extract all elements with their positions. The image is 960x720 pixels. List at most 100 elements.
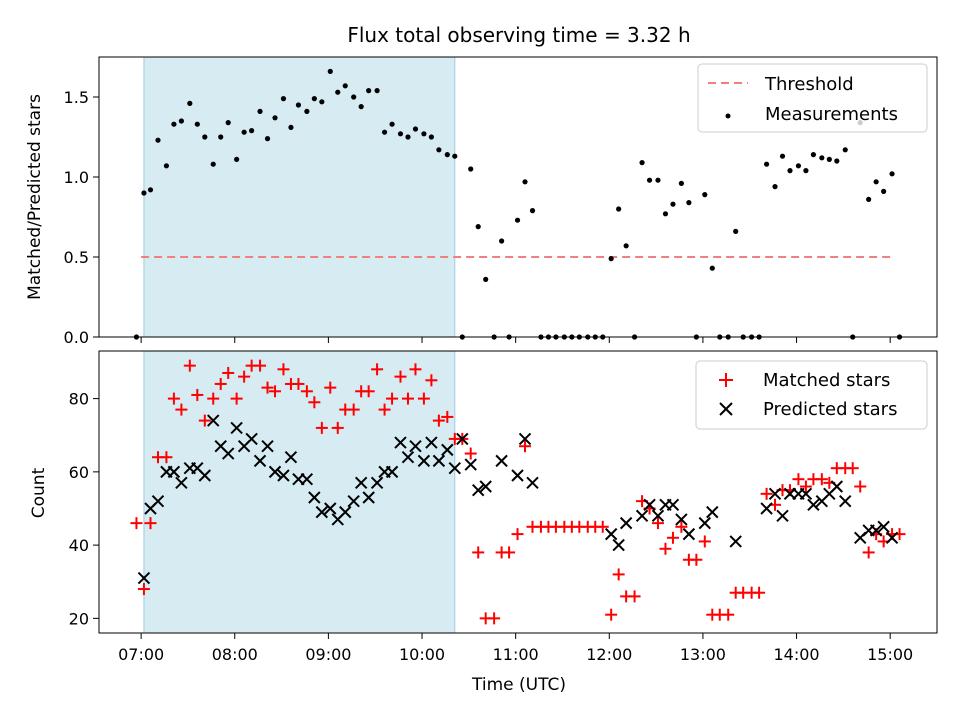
- predicted-star-point: [315, 505, 329, 519]
- matched-star-point: [230, 392, 243, 405]
- matched-star-point: [254, 359, 267, 372]
- x-tick-label: 10:00: [399, 645, 445, 664]
- measurement-point: [141, 190, 147, 196]
- predicted-star-point: [518, 432, 532, 446]
- top-y-tick-label: 0.0: [64, 328, 89, 347]
- matched-star-point: [472, 546, 485, 559]
- predicted-star-point: [175, 476, 188, 490]
- measurement-point: [327, 68, 333, 74]
- measurement-point: [826, 156, 832, 162]
- x-tick-label: 13:00: [680, 645, 726, 664]
- measurement-point: [842, 147, 848, 153]
- measurement-point: [678, 180, 684, 186]
- measurements-series: [133, 68, 903, 340]
- matched-star-point: [371, 363, 384, 376]
- predicted-star-point: [643, 498, 656, 512]
- matched-star-point: [300, 385, 313, 398]
- measurement-point: [452, 153, 458, 159]
- predicted-star-point: [198, 469, 212, 482]
- predicted-star-point: [394, 436, 407, 449]
- measurement-point: [475, 224, 481, 230]
- measurement-point: [304, 108, 310, 114]
- matched-star-point: [612, 568, 625, 581]
- measurement-point: [342, 83, 348, 89]
- predicted-star-point: [760, 502, 773, 515]
- predicted-star-point: [253, 454, 267, 468]
- measurement-point: [381, 129, 388, 135]
- measurement-point: [655, 177, 661, 183]
- predicted-star-point: [464, 458, 477, 471]
- matched-star-point: [386, 392, 399, 405]
- legend-predicted-label: Predicted stars: [763, 399, 897, 420]
- predicted-star-point: [448, 461, 462, 475]
- top-legend: Threshold Measurements: [697, 63, 928, 133]
- measurement-point: [787, 168, 793, 174]
- predicted-star-point: [370, 476, 384, 490]
- matched-star-point: [175, 403, 188, 416]
- measurement-point: [421, 131, 427, 137]
- matched-star-point: [269, 385, 282, 398]
- x-tick-label: 08:00: [212, 645, 258, 664]
- measurement-point: [210, 161, 216, 167]
- legend-measurements-label: Measurements: [765, 104, 898, 125]
- measurement-point: [889, 171, 895, 177]
- x-tick-label: 09:00: [305, 645, 351, 664]
- predicted-star-point: [222, 447, 235, 460]
- predicted-star-point: [830, 480, 844, 493]
- predicted-star-point: [339, 505, 352, 519]
- predicted-star-point: [706, 505, 719, 519]
- measurement-point: [873, 179, 879, 185]
- predicted-star-point: [354, 476, 368, 490]
- predicted-star-point: [261, 440, 274, 453]
- predicted-star-point: [807, 498, 820, 512]
- matched-star-point: [425, 374, 438, 387]
- predicted-star-point: [151, 494, 165, 508]
- matched-star-point: [511, 528, 524, 541]
- measurement-point: [358, 104, 364, 110]
- predicted-star-point: [207, 414, 220, 427]
- measurement-point: [444, 152, 450, 158]
- matched-star-point: [464, 447, 477, 460]
- predicted-star-point: [698, 516, 712, 530]
- bottom-y-tick-label: 40: [69, 536, 89, 555]
- matched-star-point: [698, 535, 711, 548]
- measurement-point: [639, 160, 645, 166]
- matched-star-point: [690, 553, 703, 566]
- matched-star-point: [666, 531, 679, 544]
- predicted-star-point: [635, 509, 649, 523]
- predicted-star-point: [347, 494, 360, 508]
- measurement-point: [608, 256, 614, 262]
- predicted-stars-series: [137, 414, 899, 585]
- measurement-point: [779, 153, 786, 159]
- predicted-star-point: [417, 454, 431, 468]
- bottom-legend: Matched stars Predicted stars: [695, 360, 928, 430]
- matched-star-point: [183, 359, 196, 372]
- x-tick-label: 14:00: [773, 645, 819, 664]
- chart-title: Flux total observing time = 3.32 h: [347, 23, 690, 47]
- matched-star-point: [596, 520, 609, 533]
- measurement-point: [163, 163, 170, 169]
- legend-matched-label: Matched stars: [763, 370, 890, 391]
- top-panel: 0.0 0.5 1.0 1.5 Matched/Predicted stars Thr…: [25, 56, 938, 347]
- measurement-point: [529, 208, 536, 214]
- matched-star-point: [238, 370, 251, 383]
- predicted-star-point: [167, 465, 181, 479]
- matched-star-point: [760, 487, 773, 500]
- measurement-point: [389, 121, 395, 127]
- top-y-tick-label: 1.5: [64, 88, 89, 107]
- predicted-star-point: [362, 491, 375, 504]
- matched-star-point: [308, 396, 321, 409]
- predicted-star-point: [137, 571, 151, 585]
- measurement-point: [194, 121, 200, 127]
- predicted-star-point: [277, 469, 290, 482]
- measurement-point: [803, 168, 809, 174]
- matched-star-point: [675, 520, 688, 533]
- matched-star-point: [503, 546, 516, 559]
- measurement-point: [436, 147, 442, 153]
- matched-star-point: [137, 583, 150, 596]
- measurement-point: [241, 129, 247, 135]
- measurement-point: [834, 158, 840, 164]
- matched-star-point: [261, 381, 274, 394]
- predicted-star-point: [324, 502, 337, 515]
- predicted-star-point: [729, 535, 742, 548]
